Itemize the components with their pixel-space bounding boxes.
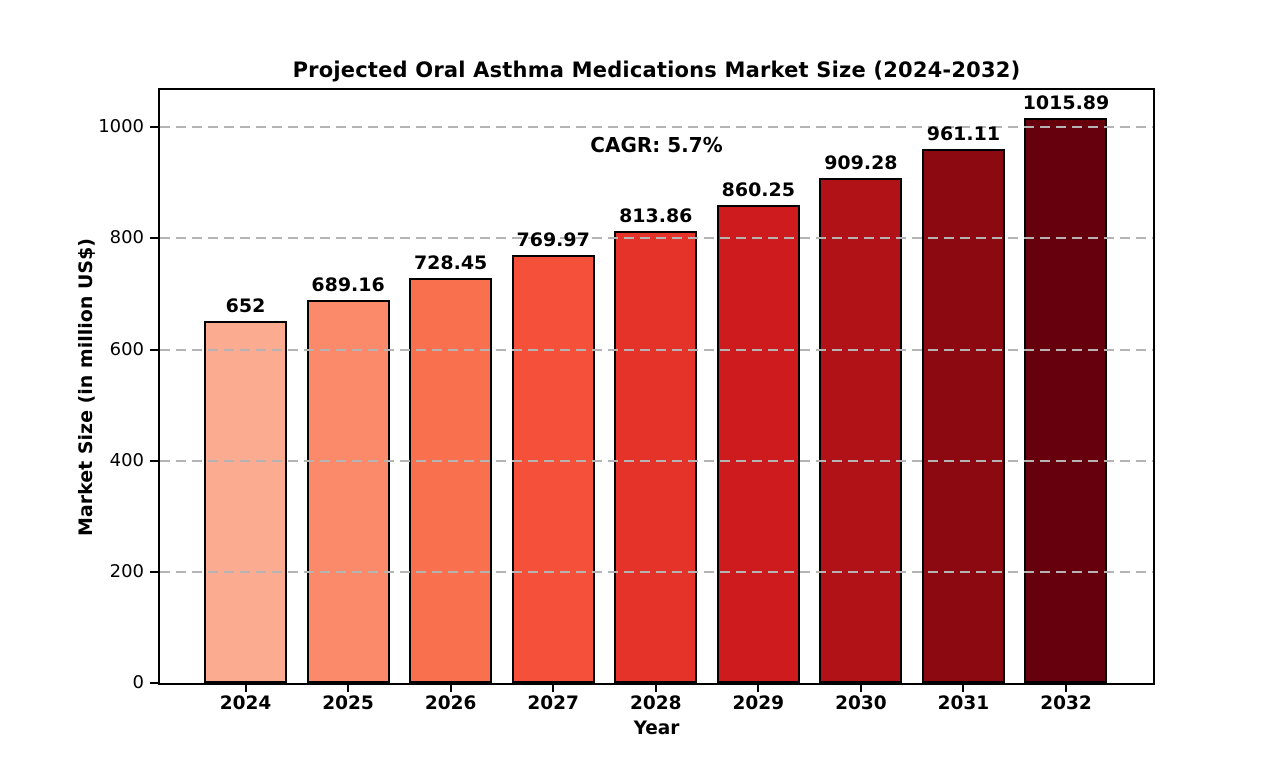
x-tick-label-2024: 2024 — [219, 693, 272, 714]
y-axis-label: Market Size (in million US$) — [75, 238, 97, 536]
y-tick-mark — [150, 570, 158, 573]
x-tick-label-2030: 2030 — [835, 693, 887, 714]
bar-2024 — [204, 320, 287, 683]
x-tick-label-2031: 2031 — [937, 693, 990, 714]
x-axis-label: Year — [633, 718, 680, 739]
y-tick-mark — [150, 126, 158, 129]
y-tick-label: 400 — [109, 449, 144, 471]
y-tick-mark — [150, 459, 158, 462]
cagr-annotation: CAGR: 5.7% — [590, 133, 723, 157]
chart-title: Projected Oral Asthma Medications Market… — [292, 58, 1021, 82]
y-tick-label: 800 — [109, 227, 144, 249]
x-tick-mark — [1064, 685, 1067, 692]
bar-2032 — [1024, 118, 1108, 683]
bar-2031 — [921, 148, 1005, 683]
plot-area: 652 689.16 728.45 769.97 813.86 860.25 909.28 9… — [158, 88, 1155, 685]
x-tick-label-2027: 2027 — [527, 693, 579, 714]
x-tick-mark — [449, 685, 452, 692]
x-tick-mark — [552, 685, 555, 692]
bar-2027 — [511, 255, 595, 683]
x-tick-label-2026: 2026 — [424, 693, 477, 714]
bar-2029 — [716, 204, 800, 683]
bar-2025 — [306, 300, 390, 683]
bar-2030 — [819, 177, 903, 683]
y-tick-mark — [150, 682, 158, 684]
y-tick-label: 600 — [109, 338, 144, 360]
bar-2026 — [409, 278, 493, 683]
x-tick-mark — [859, 685, 862, 692]
bars-layer — [160, 90, 1153, 683]
x-tick-mark — [347, 685, 350, 692]
y-tick-mark — [150, 348, 158, 351]
bar-2028 — [614, 230, 698, 683]
x-tick-mark — [962, 685, 965, 692]
y-tick-label: 0 — [132, 672, 144, 693]
x-tick-label-2025: 2025 — [322, 693, 374, 714]
x-tick-label-2032: 2032 — [1040, 693, 1092, 714]
x-tick-label-2029: 2029 — [732, 693, 785, 714]
x-tick-mark — [654, 685, 657, 692]
x-tick-label-2028: 2028 — [629, 693, 682, 714]
x-tick-mark — [757, 685, 760, 692]
y-tick-mark — [150, 237, 158, 240]
x-tick-mark — [244, 685, 247, 692]
y-tick-label: 200 — [109, 560, 144, 582]
y-tick-label: 1000 — [98, 116, 144, 138]
